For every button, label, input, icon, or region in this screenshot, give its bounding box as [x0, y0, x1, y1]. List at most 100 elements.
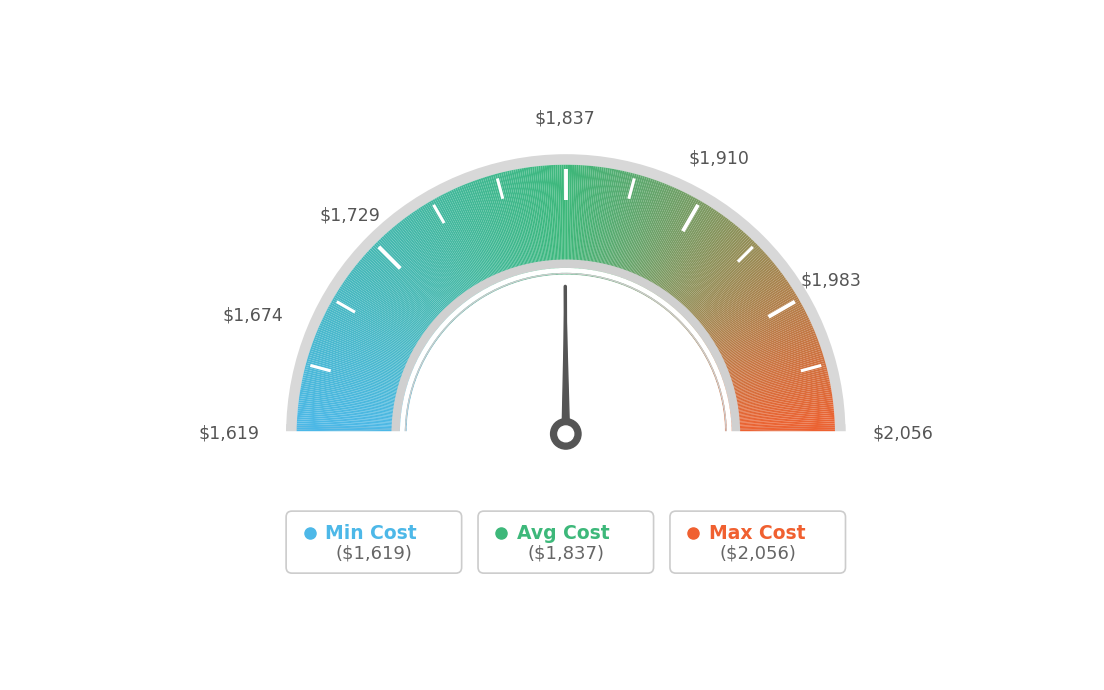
Wedge shape	[304, 369, 412, 397]
Wedge shape	[708, 312, 807, 363]
Wedge shape	[682, 251, 765, 327]
Wedge shape	[724, 415, 835, 424]
Wedge shape	[718, 353, 824, 387]
Wedge shape	[696, 279, 787, 344]
Wedge shape	[584, 166, 599, 276]
Wedge shape	[327, 308, 425, 360]
Wedge shape	[470, 181, 511, 285]
Wedge shape	[404, 217, 471, 306]
Wedge shape	[384, 233, 459, 316]
Wedge shape	[475, 180, 513, 284]
Wedge shape	[391, 228, 464, 313]
Wedge shape	[725, 428, 835, 431]
Wedge shape	[694, 276, 785, 342]
Wedge shape	[318, 327, 420, 372]
Wedge shape	[644, 199, 699, 295]
Wedge shape	[719, 359, 825, 391]
Text: $1,837: $1,837	[534, 109, 595, 127]
Wedge shape	[520, 168, 540, 277]
Wedge shape	[336, 293, 431, 352]
Wedge shape	[477, 179, 514, 284]
Wedge shape	[718, 351, 822, 386]
Wedge shape	[383, 235, 458, 317]
Wedge shape	[558, 165, 562, 275]
Wedge shape	[701, 293, 796, 352]
Wedge shape	[297, 428, 406, 431]
Wedge shape	[300, 390, 408, 409]
Wedge shape	[298, 408, 407, 420]
Wedge shape	[469, 182, 510, 286]
Wedge shape	[652, 208, 713, 301]
Wedge shape	[720, 369, 828, 397]
Wedge shape	[724, 406, 834, 419]
Wedge shape	[479, 179, 516, 284]
Wedge shape	[592, 168, 612, 277]
Wedge shape	[725, 426, 835, 430]
Wedge shape	[530, 167, 545, 276]
Wedge shape	[333, 297, 428, 354]
Wedge shape	[616, 179, 652, 284]
Wedge shape	[396, 224, 466, 310]
Wedge shape	[704, 302, 802, 357]
Wedge shape	[455, 188, 501, 289]
Wedge shape	[638, 194, 690, 293]
Wedge shape	[646, 201, 703, 297]
Wedge shape	[304, 371, 411, 398]
Wedge shape	[578, 166, 590, 275]
Wedge shape	[686, 256, 769, 330]
Wedge shape	[709, 317, 809, 366]
Wedge shape	[339, 288, 432, 348]
Wedge shape	[309, 351, 414, 386]
Wedge shape	[598, 170, 623, 278]
Wedge shape	[724, 400, 834, 415]
Wedge shape	[423, 204, 482, 299]
Wedge shape	[516, 169, 538, 277]
Wedge shape	[386, 232, 460, 315]
Wedge shape	[485, 177, 519, 282]
Wedge shape	[716, 346, 821, 384]
Wedge shape	[641, 197, 696, 295]
Wedge shape	[355, 264, 443, 335]
Wedge shape	[682, 250, 764, 326]
Wedge shape	[434, 198, 489, 295]
Wedge shape	[310, 348, 415, 385]
Wedge shape	[634, 190, 682, 290]
Wedge shape	[480, 178, 517, 283]
Text: Max Cost: Max Cost	[709, 524, 805, 542]
Text: ($1,619): ($1,619)	[336, 544, 412, 562]
Wedge shape	[553, 165, 560, 275]
Wedge shape	[361, 257, 446, 331]
Wedge shape	[322, 317, 423, 366]
Wedge shape	[452, 190, 499, 290]
Wedge shape	[300, 386, 410, 406]
Wedge shape	[340, 286, 433, 348]
Wedge shape	[677, 241, 755, 320]
Wedge shape	[723, 388, 831, 408]
Wedge shape	[580, 166, 591, 275]
Wedge shape	[723, 396, 832, 413]
Wedge shape	[627, 185, 671, 287]
Wedge shape	[422, 206, 481, 299]
Wedge shape	[298, 404, 407, 417]
Wedge shape	[721, 375, 829, 400]
Wedge shape	[371, 246, 452, 324]
Wedge shape	[453, 188, 500, 289]
Wedge shape	[605, 173, 635, 280]
Wedge shape	[490, 175, 522, 281]
Wedge shape	[365, 253, 448, 328]
Wedge shape	[599, 170, 625, 279]
Wedge shape	[411, 213, 476, 304]
Wedge shape	[714, 337, 818, 377]
Wedge shape	[656, 213, 721, 304]
Wedge shape	[438, 196, 491, 294]
Wedge shape	[343, 281, 435, 344]
Wedge shape	[624, 183, 665, 286]
Wedge shape	[392, 259, 740, 434]
Wedge shape	[390, 229, 463, 314]
Wedge shape	[354, 266, 442, 335]
Text: $2,056: $2,056	[872, 425, 933, 443]
Wedge shape	[447, 191, 497, 291]
Wedge shape	[487, 176, 520, 282]
Wedge shape	[713, 331, 815, 374]
Wedge shape	[698, 284, 790, 346]
